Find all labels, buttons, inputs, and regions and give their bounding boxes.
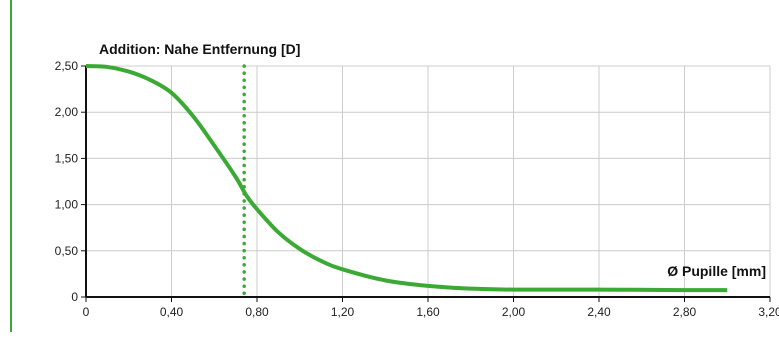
x-tick-label: 2,00 — [502, 305, 526, 319]
y-tick-label: 2,00 — [55, 105, 79, 119]
left-accent-rule — [10, 0, 12, 332]
x-axis-title: Ø Pupille [mm] — [667, 263, 766, 279]
series — [85, 64, 728, 299]
y-tick-label: 1,00 — [55, 198, 79, 212]
x-tick-label: 0,80 — [245, 305, 269, 319]
y-tick-label: 1,50 — [55, 151, 79, 165]
grid — [86, 65, 771, 297]
y-tick-label: 0 — [71, 290, 78, 304]
x-tick-label: 1,60 — [416, 305, 440, 319]
series-line — [85, 64, 728, 293]
x-tick-label: 2,80 — [673, 305, 697, 319]
x-tick-label: 0 — [83, 305, 90, 319]
y-axis-title: Addition: Nahe Entfernung [D] — [99, 41, 300, 57]
ticks: 0 0,40 0,80 1,20 1,60 2,00 2,40 2,80 3,20 0 0,50 1,… — [55, 59, 779, 319]
x-tick-label: 0,40 — [160, 305, 184, 319]
y-tick-label: 2,50 — [55, 59, 79, 73]
x-tick-label: 3,20 — [758, 305, 779, 319]
x-tick-label: 2,40 — [587, 305, 611, 319]
x-tick-label: 1,20 — [331, 305, 355, 319]
y-tick-label: 0,50 — [55, 244, 79, 258]
